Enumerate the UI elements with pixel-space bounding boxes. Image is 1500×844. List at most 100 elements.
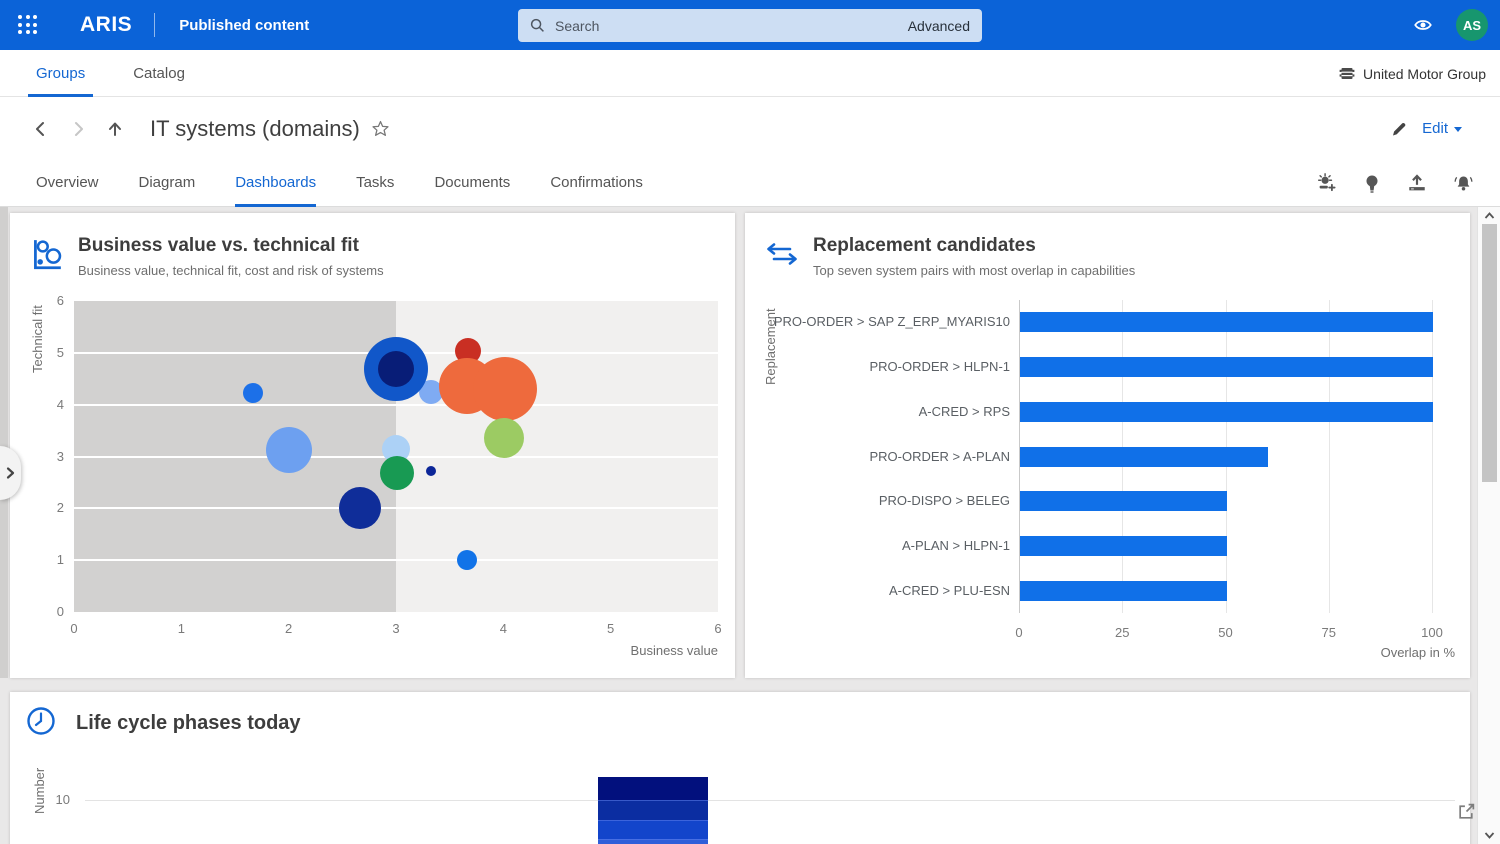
y-axis-label: Number — [32, 767, 47, 814]
page-header: IT systems (domains) Edit — [0, 97, 1500, 160]
x-axis-label: Overlap in % — [1380, 645, 1455, 660]
bar-category-label: PRO-ORDER > A-PLAN — [869, 448, 1010, 464]
vertical-scrollbar[interactable] — [1477, 207, 1500, 844]
user-avatar[interactable]: AS — [1456, 9, 1488, 41]
y-tick-label: 1 — [56, 552, 64, 568]
bar-1[interactable] — [1020, 357, 1433, 378]
bar-5[interactable] — [1020, 535, 1227, 556]
stacked-bar-segment-3[interactable] — [598, 839, 708, 844]
x-tick-label: 4 — [499, 621, 507, 636]
favorite-star-icon[interactable] — [372, 120, 389, 137]
search-box[interactable]: Advanced — [518, 9, 982, 42]
gridline-y — [74, 507, 718, 510]
search-input[interactable] — [553, 16, 908, 35]
topbar-divider — [154, 13, 156, 37]
tab-confirmations[interactable]: Confirmations — [550, 174, 643, 191]
tab-dashboards[interactable]: Dashboards — [235, 160, 317, 207]
x-tick-label: 25 — [1115, 625, 1130, 640]
bar-6[interactable] — [1020, 580, 1227, 601]
bar-category-label: PRO-ORDER > SAP Z_ERP_MYARIS10 — [773, 314, 1010, 330]
improvement-proposal-icon[interactable] — [1315, 173, 1337, 193]
open-external-icon[interactable] — [1457, 802, 1476, 821]
gridline-x — [1019, 300, 1020, 613]
bubble-point[interactable] — [484, 418, 525, 459]
chevron-down-icon — [1454, 127, 1462, 132]
chart-subtitle: Business value, technical fit, cost and … — [78, 263, 384, 278]
bubble-point[interactable] — [426, 466, 437, 476]
x-tick-label: 6 — [714, 621, 722, 636]
scroll-down-button[interactable] — [1478, 826, 1500, 844]
x-tick-label: 2 — [285, 621, 293, 636]
stacked-bar-segment-0[interactable] — [598, 777, 708, 800]
edit-menu[interactable]: Edit — [1390, 120, 1462, 138]
content-tabs-bar: Overview Diagram Dashboards Tasks Documents C… — [0, 160, 1500, 207]
forward-button[interactable] — [69, 120, 87, 138]
breadcrumb — [32, 120, 124, 138]
y-tick-label: 0 — [56, 604, 64, 619]
bar-category-label: PRO-DISPO > BELEG — [878, 493, 1010, 509]
collapsed-panel-edge — [0, 207, 8, 678]
x-tick-label: 3 — [392, 621, 400, 636]
y-tick-label: 10 — [55, 792, 70, 807]
portal-nav: Groups Catalog United Motor Group — [0, 50, 1500, 97]
tab-documents[interactable]: Documents — [434, 174, 511, 191]
edit-label: Edit — [1422, 120, 1448, 137]
y-tick-label: 5 — [56, 344, 64, 360]
back-button[interactable] — [32, 120, 50, 138]
x-tick-label: 1 — [177, 621, 185, 636]
bubble-point[interactable] — [380, 456, 415, 491]
notifications-bell-icon[interactable] — [1453, 173, 1474, 193]
y-tick-label: 2 — [56, 500, 64, 516]
bar-2[interactable] — [1020, 401, 1433, 422]
bar-4[interactable] — [1020, 491, 1227, 512]
y-axis-label: Technical fit — [30, 305, 45, 373]
bubble-point[interactable] — [378, 351, 414, 388]
card-life-cycle-phases-today: Life cycle phases today 10 Number — [10, 692, 1470, 844]
bar-category-label: PRO-ORDER > HLPN-1 — [869, 359, 1011, 375]
clock-icon — [26, 706, 56, 741]
up-button[interactable] — [106, 120, 124, 138]
gridline-y — [74, 559, 718, 562]
top-app-bar: ARIS Published content Advanced AS — [0, 0, 1500, 50]
app-launcher-icon[interactable] — [18, 15, 38, 35]
y-tick-label: 3 — [56, 448, 64, 464]
nav-tab-groups[interactable]: Groups — [27, 50, 94, 97]
tab-tasks[interactable]: Tasks — [356, 174, 395, 191]
stacked-bar-segment-2[interactable] — [598, 820, 708, 839]
watch-eye-icon[interactable] — [1410, 15, 1436, 35]
chart-title: Life cycle phases today — [76, 712, 301, 734]
bubble-point[interactable] — [456, 550, 477, 571]
dashboard-content: Business value vs. technical fit Busines… — [0, 207, 1500, 844]
gridline-y — [74, 403, 718, 406]
bar-category-label: A-CRED > PLU-ESN — [889, 582, 1010, 598]
bar-3[interactable] — [1020, 446, 1268, 467]
tab-diagram[interactable]: Diagram — [138, 174, 196, 191]
bubble-point[interactable] — [265, 426, 312, 473]
app-title: Published content — [179, 16, 310, 34]
advanced-search-button[interactable]: Advanced — [907, 17, 970, 34]
tab-overview[interactable]: Overview — [36, 174, 99, 191]
bar-category-label: A-PLAN > HLPN-1 — [901, 537, 1010, 553]
bubble-point[interactable] — [338, 486, 381, 529]
scrollbar-thumb[interactable] — [1482, 224, 1497, 482]
pencil-icon — [1393, 122, 1406, 135]
gridline-x — [1432, 300, 1433, 613]
swap-arrows-icon — [763, 241, 801, 272]
database-selector[interactable]: United Motor Group — [1339, 50, 1486, 97]
y-tick-label: 4 — [56, 396, 64, 412]
y-tick-label: 6 — [56, 293, 64, 308]
chart-title: Business value vs. technical fit — [78, 235, 359, 256]
y-axis-label: Replacement — [763, 308, 778, 385]
expand-panel-toggle[interactable] — [0, 446, 21, 500]
nav-tab-catalog[interactable]: Catalog — [133, 64, 185, 82]
lightbulb-icon[interactable] — [1363, 173, 1381, 193]
bar-0[interactable] — [1020, 312, 1433, 333]
stacked-bar-segment-1[interactable] — [598, 800, 708, 820]
bubble-point[interactable] — [243, 383, 264, 404]
x-axis-label: Business value — [630, 643, 718, 658]
upload-icon[interactable] — [1407, 173, 1427, 193]
bubble-point[interactable] — [473, 357, 538, 422]
card-business-value-vs-technical-fit: Business value vs. technical fit Busines… — [10, 213, 735, 678]
scroll-up-button[interactable] — [1478, 207, 1500, 225]
